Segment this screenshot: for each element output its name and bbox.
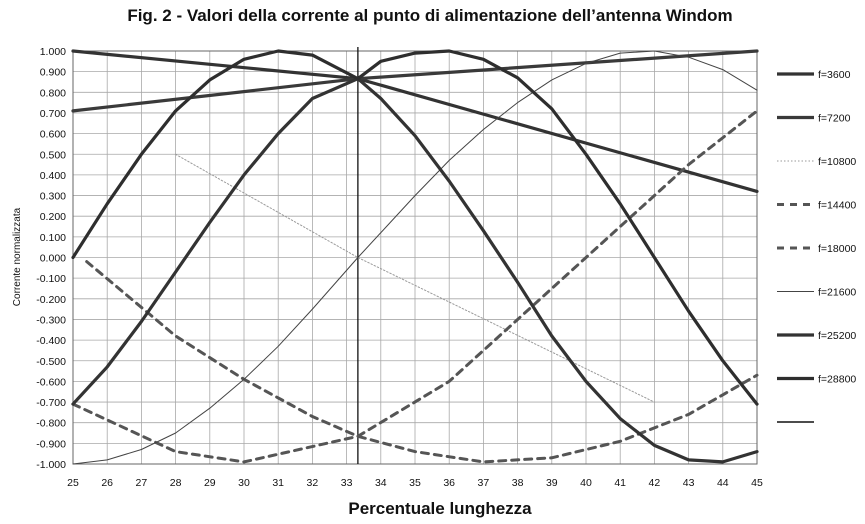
- x-tick-label: 27: [136, 477, 148, 489]
- axes: 25 26 27 28 29 30 31 32 33 34 35 36 37 38 39 40 41 42 43 44…: [36, 46, 763, 489]
- y-tick-label: -0.300: [36, 314, 66, 326]
- legend-label: f=3600: [818, 69, 851, 81]
- x-tick-label: 29: [204, 477, 216, 489]
- x-tick-label: 39: [546, 477, 558, 489]
- series-line-f18000: [85, 260, 759, 464]
- x-tick-label: 30: [238, 477, 250, 489]
- x-tick-label: 43: [683, 477, 695, 489]
- x-tick-label: 41: [614, 477, 626, 489]
- x-tick-label: 44: [717, 477, 729, 489]
- y-tick-label: -0.600: [36, 376, 66, 388]
- x-tick-label: 45: [751, 477, 763, 489]
- x-tick-label: 31: [272, 477, 284, 489]
- x-tick-label: 25: [67, 477, 79, 489]
- y-tick-label: -0.400: [36, 335, 66, 347]
- legend-label: f=25200: [818, 330, 856, 342]
- grid: [72, 50, 758, 465]
- y-tick-label: 0.700: [40, 108, 66, 120]
- y-tick-label: 0.500: [40, 149, 66, 161]
- y-tick-label: -0.900: [36, 438, 66, 450]
- y-tick-label: 0.400: [40, 170, 66, 182]
- series-line-f21600: [72, 50, 758, 465]
- y-tick-label: -1.000: [36, 459, 66, 471]
- x-tick-label: 42: [649, 477, 661, 489]
- y-tick-label: 0.800: [40, 87, 66, 99]
- y-tick-label: 0.600: [40, 129, 66, 141]
- y-axis-title: Corrente normalizzata: [12, 207, 23, 306]
- legend: f=3600 f=7200 f=10800 f=14400 f=18000 f=21600…: [777, 69, 856, 423]
- y-tick-label: -0.100: [36, 273, 66, 285]
- series-line-f10800: [175, 153, 655, 403]
- x-axis-title: Percentuale lunghezza: [348, 499, 532, 518]
- y-tick-label: 0.200: [40, 211, 66, 223]
- y-tick-label: 0.100: [40, 232, 66, 244]
- y-tick-label: 1.000: [40, 46, 66, 58]
- x-tick-label: 38: [512, 477, 524, 489]
- y-tick-label: -0.500: [36, 356, 66, 368]
- series-line-f28800: [71, 49, 759, 406]
- x-tick-label: 26: [101, 477, 113, 489]
- x-tick-label: 36: [443, 477, 455, 489]
- legend-label: f=21600: [818, 287, 856, 299]
- x-tick-label: 32: [307, 477, 319, 489]
- y-tick-label: -0.800: [36, 418, 66, 430]
- legend-label: f=10800: [818, 156, 856, 168]
- legend-label: f=7200: [818, 113, 851, 125]
- chart-title: Fig. 2 - Valori della corrente al punto …: [127, 6, 732, 25]
- series-layer: [71, 49, 759, 465]
- legend-label: f=28800: [818, 374, 856, 386]
- legend-label: f=14400: [818, 200, 856, 212]
- x-tick-label: 40: [580, 477, 592, 489]
- x-tick-label: 28: [170, 477, 182, 489]
- y-tick-label: -0.200: [36, 294, 66, 306]
- y-tick-label: 0.300: [40, 191, 66, 203]
- x-tick-label: 37: [478, 477, 490, 489]
- y-tick-label: -0.700: [36, 397, 66, 409]
- legend-label: f=18000: [818, 243, 856, 255]
- y-tick-label: 0.900: [40, 67, 66, 79]
- x-tick-label: 34: [375, 477, 387, 489]
- y-tick-label: 0.000: [40, 253, 66, 265]
- x-tick-label: 33: [341, 477, 353, 489]
- x-tick-label: 35: [409, 477, 421, 489]
- series-line-f25200: [71, 77, 759, 464]
- series-line-f14400: [71, 109, 759, 464]
